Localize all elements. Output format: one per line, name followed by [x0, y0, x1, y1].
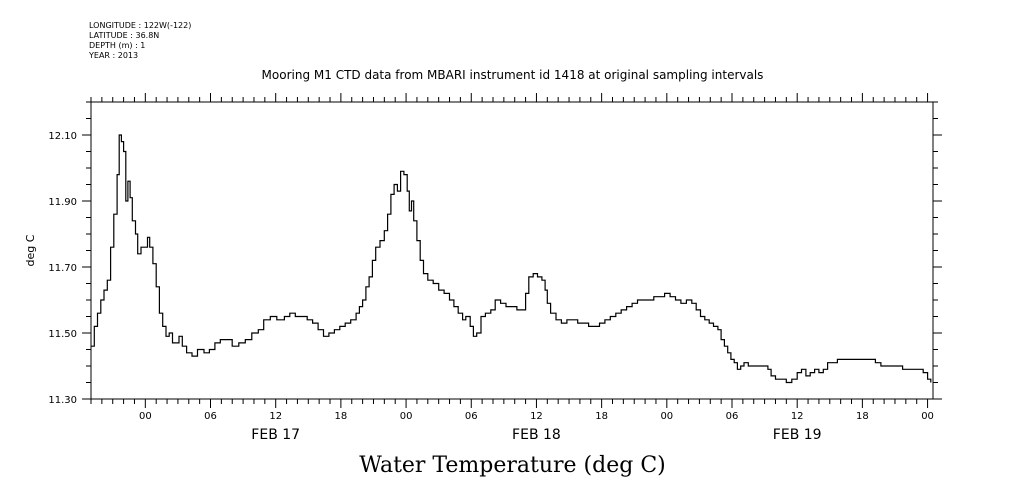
x-tick-label: 06 — [726, 411, 739, 422]
chart-caption: Water Temperature (deg C) — [359, 453, 666, 478]
y-axis-label: deg C — [24, 234, 37, 266]
y-tick-label: 11.90 — [48, 197, 77, 208]
y-tick-label: 11.30 — [48, 395, 77, 406]
plot-frame — [90, 101, 934, 400]
x-day-label: FEB 19 — [773, 427, 822, 443]
y-tick-label: 11.50 — [48, 329, 77, 340]
x-tick-label: 00 — [139, 411, 152, 422]
y-tick-label: 12.10 — [48, 131, 77, 142]
longitude-label: LONGITUDE : 122W(-122) — [89, 21, 192, 30]
x-day-label: FEB 18 — [512, 427, 561, 443]
x-tick-label: 06 — [204, 411, 217, 422]
x-tick-label: 12 — [530, 411, 543, 422]
x-tick-label: 06 — [465, 411, 478, 422]
x-tick-label: 12 — [269, 411, 282, 422]
latitude-label: LATITUDE : 36.8N — [89, 31, 160, 40]
x-tick-label: 00 — [921, 411, 934, 422]
x-tick-label: 00 — [400, 411, 413, 422]
x-tick-label: 18 — [595, 411, 608, 422]
chart-title: Mooring M1 CTD data from MBARI instrumen… — [261, 68, 764, 82]
depth-label: DEPTH (m) : 1 — [89, 41, 146, 50]
x-tick-label: 12 — [791, 411, 804, 422]
year-label: YEAR : 2013 — [89, 51, 139, 60]
x-tick-label: 18 — [335, 411, 348, 422]
temperature-series-line — [91, 134, 932, 384]
x-day-label: FEB 17 — [251, 427, 300, 443]
x-tick-label: 00 — [660, 411, 673, 422]
x-tick-label: 18 — [856, 411, 869, 422]
mooring-metadata: LONGITUDE : 122W(-122) LATITUDE : 36.8N … — [89, 21, 191, 61]
y-tick-label: 11.70 — [48, 263, 77, 274]
